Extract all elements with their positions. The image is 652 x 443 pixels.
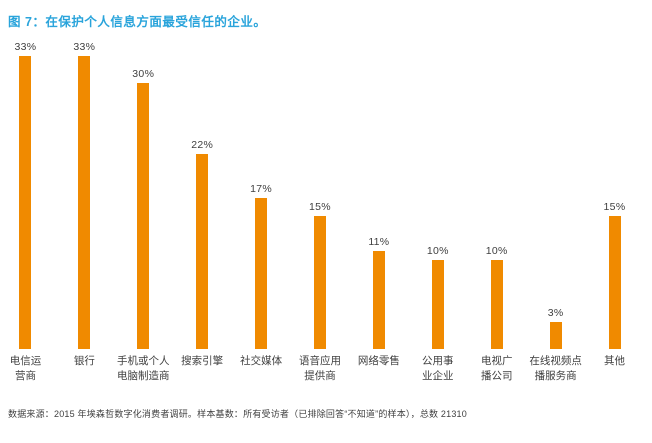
category-labels-row: 电信运 营商 银行 手机或个人 电脑制造商 搜索引擎 社交媒体 语音应用 提供商… <box>0 354 644 384</box>
bar-column: 15% <box>585 201 644 349</box>
bar-value-label: 22% <box>191 138 214 151</box>
bar-value-label: 33% <box>73 40 96 53</box>
bar-column: 10% <box>408 245 467 349</box>
bar <box>313 215 326 349</box>
bar-chart: 33% 33% 30% 22% 17% 15% 11% <box>0 38 644 384</box>
bar-value-label: 3% <box>547 307 564 320</box>
bar-value-label: 30% <box>132 67 155 80</box>
bar-column: 30% <box>114 68 173 349</box>
bar-column: 33% <box>0 41 55 349</box>
bar <box>137 82 150 349</box>
category-label: 手机或个人 电脑制造商 <box>117 355 170 382</box>
category-label: 公用事 业企业 <box>422 355 454 382</box>
source-note: 数据来源：2015 年埃森哲数字化消费者调研。样本基数：所有受访者（已排除回答“… <box>8 409 467 419</box>
figure-title: 图 7：在保护个人信息方面最受信任的企业。 <box>8 15 267 29</box>
bar-column: 33% <box>55 41 114 349</box>
bar-value-label: 15% <box>603 200 626 213</box>
bar <box>372 251 385 349</box>
bar <box>490 260 503 349</box>
bar-value-label: 11% <box>368 236 390 249</box>
category-label: 搜索引擎 <box>181 355 224 367</box>
bar-value-label: 15% <box>309 200 331 213</box>
bar-column: 11% <box>349 236 408 349</box>
bar-column: 3% <box>526 307 585 349</box>
bar <box>608 215 621 349</box>
category-label: 电信运 营商 <box>9 355 42 382</box>
bar <box>255 198 268 349</box>
bar-column: 15% <box>291 201 350 349</box>
bar <box>19 55 32 349</box>
bar-value-label: 17% <box>250 183 273 196</box>
category-label: 网络零售 <box>357 355 400 367</box>
bar-value-label: 33% <box>14 40 37 53</box>
bar-value-label: 10% <box>426 245 449 258</box>
category-label: 社交媒体 <box>240 355 283 367</box>
category-label: 其他 <box>604 355 626 367</box>
bar <box>549 322 562 349</box>
bar <box>78 55 91 349</box>
category-label: 语音应用 提供商 <box>298 355 341 382</box>
bar-column: 10% <box>467 245 526 349</box>
category-label: 在线视频点 播服务商 <box>529 355 582 382</box>
bar-value-label: 10% <box>485 245 508 258</box>
bar <box>431 260 444 349</box>
category-label: 银行 <box>73 355 95 367</box>
bar <box>196 153 209 349</box>
bars-row: 33% 33% 30% 22% 17% 15% 11% <box>0 38 644 349</box>
bar-column: 22% <box>173 139 232 349</box>
category-label: 电视广 播公司 <box>480 355 513 382</box>
bar-column: 17% <box>232 183 291 349</box>
